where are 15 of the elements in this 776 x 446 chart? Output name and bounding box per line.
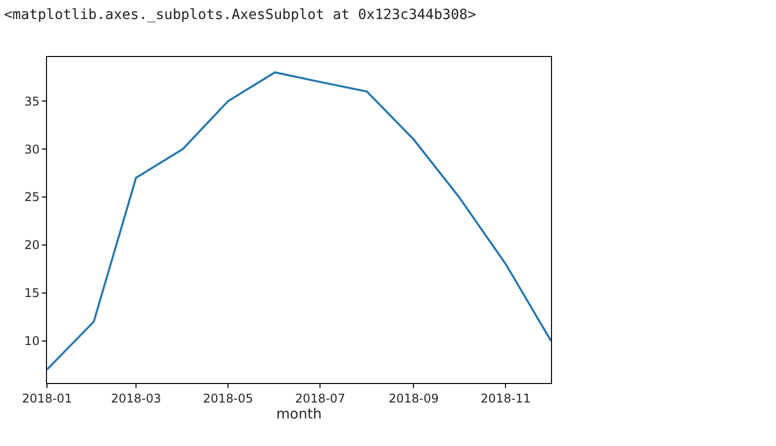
y-tick-label: 20 (24, 238, 40, 252)
x-tick-label: 2018-01 (22, 391, 72, 406)
text: <matplotlib.axes._subplots.AxesSubplot at 0x123c344b308> (4, 7, 476, 23)
y-tick-label: 25 (24, 190, 40, 204)
x-tick-label: 2018-03 (110, 391, 162, 406)
x-tick-label: 2018-05 (203, 391, 254, 406)
line-series (47, 71, 551, 371)
y-tick-label: 15 (24, 286, 40, 300)
x-tick-label: 2018-07 (295, 391, 346, 406)
y-tick-label: 30 (24, 142, 40, 156)
x-axis-title: month (276, 406, 322, 423)
y-tick-label: 35 (24, 94, 40, 108)
y-tick-label: 10 (24, 334, 40, 348)
x-tick-label: 2018-09 (388, 391, 439, 406)
x-tick-label: 2018-11 (480, 391, 531, 406)
